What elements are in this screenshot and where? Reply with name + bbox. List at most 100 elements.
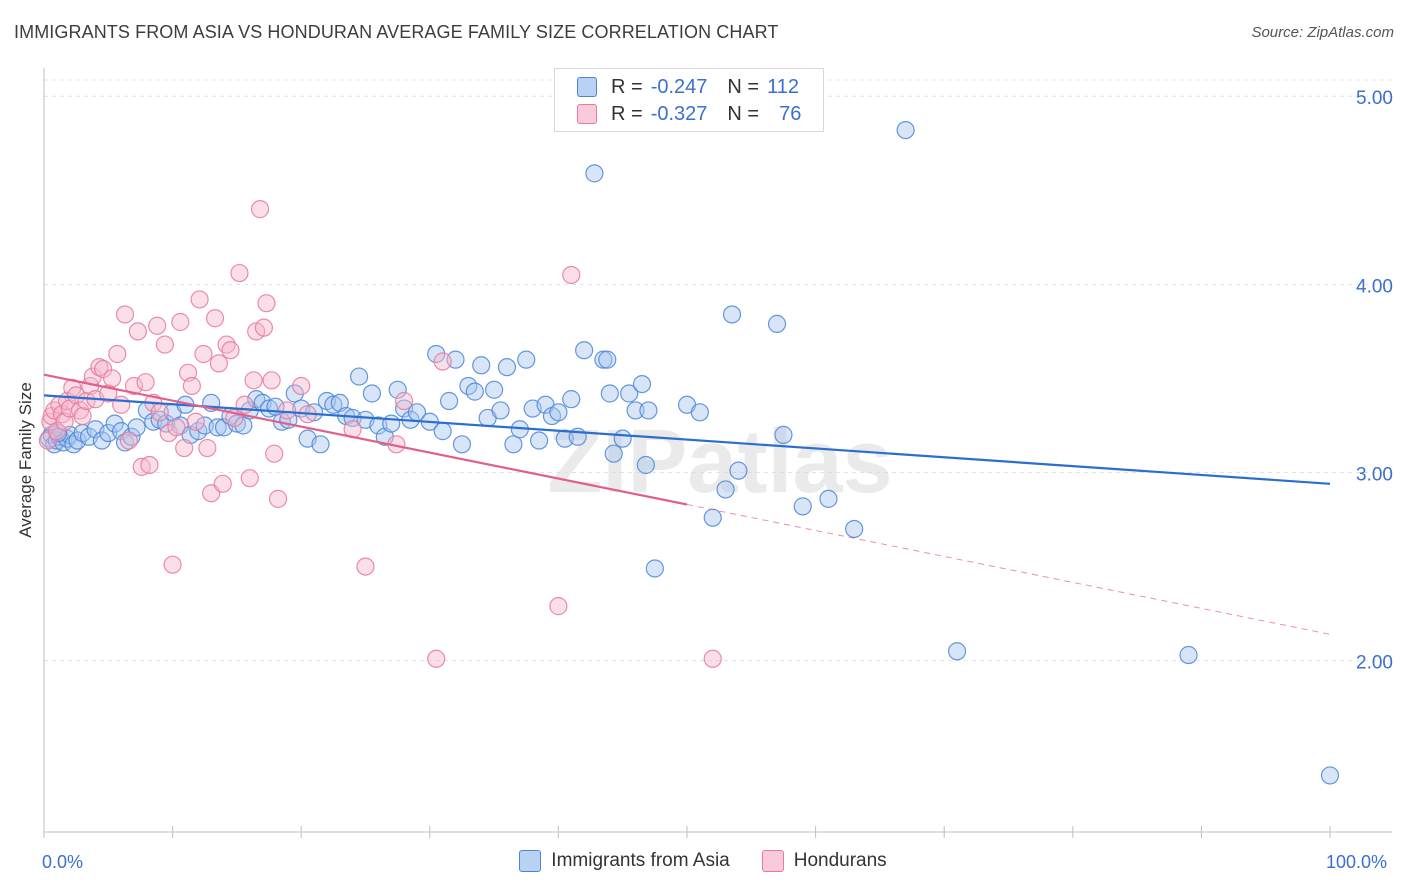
data-point [793, 497, 812, 516]
data-point [108, 344, 127, 364]
data-point [722, 305, 742, 324]
y-axis-label-text: Average Family Size [16, 382, 35, 538]
data-point [155, 335, 174, 354]
data-point [645, 559, 664, 578]
data-point [213, 474, 232, 493]
data-point [77, 391, 96, 411]
data-point [433, 352, 452, 371]
data-point [767, 314, 787, 333]
legend-swatch-asia [519, 850, 542, 872]
data-point [729, 461, 748, 480]
data-point [324, 395, 343, 414]
data-point [259, 399, 279, 418]
data-point [105, 414, 124, 433]
data-point [268, 489, 288, 508]
data-point [244, 371, 263, 390]
trend-line-hondurans [43, 373, 688, 506]
data-point [639, 401, 658, 420]
data-point [562, 265, 581, 285]
trend-lines [43, 373, 1331, 635]
data-point [427, 344, 446, 364]
data-point [235, 395, 254, 414]
x-tick-label-max: 100.0% [1326, 852, 1388, 872]
data-point [452, 435, 472, 454]
data-point [208, 418, 227, 437]
legend-label-hondurans: Hondurans [793, 850, 887, 871]
data-point [356, 557, 375, 576]
data-point [254, 318, 274, 337]
data-point [292, 376, 311, 396]
data-point [549, 403, 568, 422]
data-point [92, 431, 111, 450]
legend-swatch-hondurans [761, 850, 784, 872]
y-tick-label: 2.00 [1356, 653, 1393, 674]
data-point [257, 294, 276, 313]
data-point [1320, 766, 1340, 785]
data-point [562, 390, 581, 409]
data-point [285, 384, 304, 403]
legend-n-label: N = [727, 102, 760, 125]
data-point [703, 649, 722, 668]
data-point [311, 435, 330, 454]
data-point [115, 305, 135, 324]
chart-title: IMMIGRANTS FROM ASIA VS HONDURAN AVERAGE… [14, 22, 779, 42]
legend-stats: R = -0.247 N = 112 R = -0.327 N = 76 [554, 68, 824, 132]
data-point [163, 555, 182, 574]
data-point [150, 403, 169, 422]
data-point [167, 418, 186, 437]
data-point [1179, 645, 1198, 665]
grid-lines [44, 79, 1392, 662]
legend-r-label: R = [611, 75, 643, 98]
data-point [690, 403, 709, 422]
data-point [209, 354, 228, 373]
data-point [517, 350, 536, 369]
data-point [47, 422, 66, 441]
legend-n-value: 112 [767, 75, 799, 98]
y-tick-label: 5.00 [1356, 88, 1393, 109]
legend-r-value: -0.327 [650, 102, 708, 125]
data-point [472, 356, 491, 375]
data-point [230, 263, 249, 283]
y-axis-label: Average Family Size [16, 382, 36, 538]
data-point [491, 401, 510, 420]
legend-swatch-asia [577, 77, 597, 97]
data-point [362, 384, 382, 403]
trend-line-asia [43, 394, 1331, 485]
data-point [504, 435, 523, 454]
data-point [433, 422, 452, 441]
data-point [112, 395, 131, 414]
data-point [67, 386, 86, 405]
data-point [549, 597, 568, 616]
legend-n-value: 76 [779, 102, 802, 125]
data-point [896, 120, 915, 140]
legend-series: Immigrants from Asia Hondurans [0, 850, 1406, 872]
data-point [73, 406, 92, 426]
data-point [198, 438, 217, 458]
legend-swatch-hondurans [577, 104, 597, 124]
data-point [530, 431, 549, 450]
data-point [427, 649, 446, 668]
legend-stats-row-asia: R = -0.247 N = 112 [577, 74, 799, 100]
data-point [240, 469, 259, 488]
watermark: ZIPatlas [547, 412, 892, 512]
data-point [349, 367, 369, 386]
x-tick-label-min: 0.0% [42, 852, 84, 872]
data-point [124, 376, 144, 396]
data-point [716, 480, 735, 499]
data-point [221, 341, 240, 360]
data-point [819, 489, 838, 508]
data-point [277, 401, 297, 420]
data-point [774, 425, 793, 444]
data-point [620, 384, 639, 403]
data-point [119, 431, 138, 450]
data-point [388, 380, 407, 399]
legend-item-asia: Immigrants from Asia [519, 850, 730, 872]
data-point [485, 380, 504, 399]
data-point [497, 358, 517, 377]
y-tick-labels: 2.00 3.00 4.00 5.00 [1356, 88, 1393, 673]
data-point [103, 369, 122, 388]
data-point [703, 508, 722, 527]
data-point [182, 376, 201, 396]
legend-item-hondurans: Hondurans [761, 850, 887, 872]
